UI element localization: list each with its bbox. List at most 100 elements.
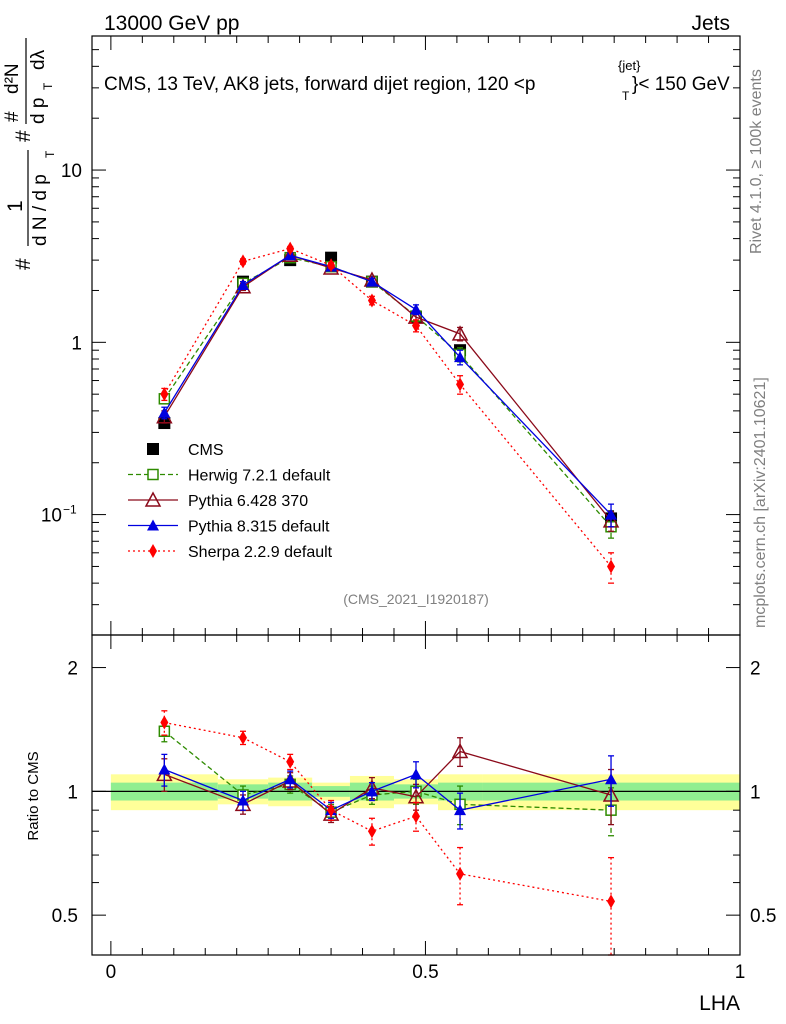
ratio-plot-marks — [156, 710, 620, 956]
chart-title-tail: }< 150 GeV — [632, 74, 730, 95]
legend-entry: Pythia 6.428 370 — [128, 491, 308, 510]
data-point — [454, 351, 467, 363]
ratio-panel: 2 2 1 1 0.5 0.5 0 0.5 1 Ratio to CMS LHA — [25, 634, 776, 1015]
legend-marker — [149, 544, 157, 558]
y-tick-label: 1 — [67, 782, 78, 803]
series-sherpa-2-2-9-default — [160, 710, 616, 956]
series-pythia-6-428-370 — [156, 246, 620, 532]
y-tick-label-right: 2 — [750, 659, 761, 680]
data-point — [284, 773, 297, 785]
rivet-version-label: Rivet 4.1.0, ≥ 100k events — [748, 69, 765, 254]
legend-label: CMS — [188, 442, 224, 459]
data-point — [454, 804, 467, 816]
data-point — [365, 275, 378, 287]
upper-plot-marks — [156, 241, 620, 584]
data-point — [238, 254, 247, 269]
ylabel-dpT: d p — [28, 98, 49, 124]
legend: CMS Herwig 7.2.1 default Pythia 6.428 370 P… — [128, 442, 333, 561]
data-point — [327, 803, 336, 818]
chart-title-superscript: {jet} — [618, 58, 641, 73]
ylabel-hash-3: # — [2, 111, 23, 122]
data-point — [367, 293, 376, 308]
ylabel-dN-dpT: d N / d p — [30, 174, 51, 246]
legend-marker — [144, 491, 162, 507]
y-tick-label: 2 — [67, 659, 78, 680]
x-axis-label: LHA — [699, 992, 740, 1015]
data-point — [605, 773, 618, 785]
header-jets: Jets — [691, 12, 730, 35]
chart-title: CMS, 13 TeV, AK8 jets, forward dijet reg… — [104, 74, 535, 95]
data-point — [160, 387, 169, 402]
legend-marker — [147, 519, 159, 531]
data-point — [286, 754, 295, 769]
data-point — [158, 406, 171, 418]
x-tick-label: 1 — [735, 962, 746, 983]
x-tick-label: 0.5 — [412, 962, 438, 983]
data-point — [412, 809, 420, 824]
series-line — [163, 254, 612, 516]
data-point — [281, 246, 299, 263]
data-point — [451, 325, 469, 341]
ylabel-one: 1 — [4, 200, 27, 212]
data-point — [158, 763, 171, 775]
y-tick-label-right: 0.5 — [750, 906, 776, 927]
legend-marker — [147, 443, 159, 455]
data-point — [410, 768, 422, 780]
data-point — [410, 303, 422, 315]
arxiv-label: mcplots.cern.ch [arXiv:2401.10621] — [752, 377, 769, 628]
y-tick-label: 10 — [61, 161, 82, 182]
data-point — [238, 730, 247, 745]
y-tick-label: 10 — [41, 506, 62, 527]
chart-title-subscript: T — [622, 89, 630, 103]
ylabel-dlambda: dλ — [28, 49, 49, 70]
data-point — [605, 508, 618, 520]
data-point — [607, 894, 616, 909]
y-tick-label-exponent: −1 — [63, 503, 77, 517]
x-tick-label: 0 — [106, 962, 117, 983]
data-point — [325, 251, 338, 264]
y-tick-label: 0.5 — [52, 906, 78, 927]
data-point — [607, 559, 616, 574]
data-point — [412, 318, 420, 333]
ratio-axis-ticks: 2 2 1 1 0.5 0.5 0 0.5 1 — [52, 635, 776, 983]
data-point — [327, 258, 336, 273]
ylabel-hash-2: # — [12, 130, 35, 142]
series-sherpa-2-2-9-default — [160, 241, 616, 584]
legend-label: Pythia 6.428 370 — [188, 493, 308, 510]
ratio-ylabel: Ratio to CMS — [25, 751, 42, 840]
data-point — [286, 241, 295, 256]
legend-entry: Sherpa 2.2.9 default — [128, 544, 333, 561]
ylabel-d2N: d²N — [2, 63, 23, 94]
ylabel-hash-1: # — [12, 258, 35, 270]
upper-ylabel: # 1 d N / d p T # d²N # d p T dλ — [2, 38, 57, 270]
legend-entry: CMS — [147, 442, 224, 459]
data-point — [160, 715, 169, 730]
analysis-id-watermark: (CMS_2021_I1920187) — [343, 591, 489, 607]
legend-entry: Herwig 7.2.1 default — [128, 468, 331, 485]
legend-label: Sherpa 2.2.9 default — [188, 544, 333, 561]
legend-label: Pythia 8.315 default — [188, 519, 330, 536]
ratio-plot-frame — [91, 634, 741, 956]
data-point — [456, 866, 465, 881]
ylabel-subscript-T: T — [43, 150, 57, 158]
ratio-series-line — [164, 721, 612, 903]
data-point — [451, 742, 469, 759]
legend-marker — [147, 468, 159, 481]
data-point — [456, 377, 465, 392]
series-line — [163, 256, 612, 528]
legend-label: Herwig 7.2.1 default — [188, 468, 331, 485]
ratio-series-line — [164, 768, 612, 811]
data-point — [236, 794, 249, 806]
y-tick-label: 1 — [71, 333, 82, 354]
series-pythia-8-315-default — [158, 249, 618, 528]
ylabel-subscript-T2: T — [41, 82, 55, 90]
header-energy: 13000 GeV pp — [104, 12, 239, 35]
data-point — [365, 785, 378, 797]
y-tick-label-right: 1 — [750, 782, 761, 803]
data-point — [236, 279, 249, 291]
legend-entry: Pythia 8.315 default — [128, 519, 330, 536]
data-point — [367, 824, 376, 839]
